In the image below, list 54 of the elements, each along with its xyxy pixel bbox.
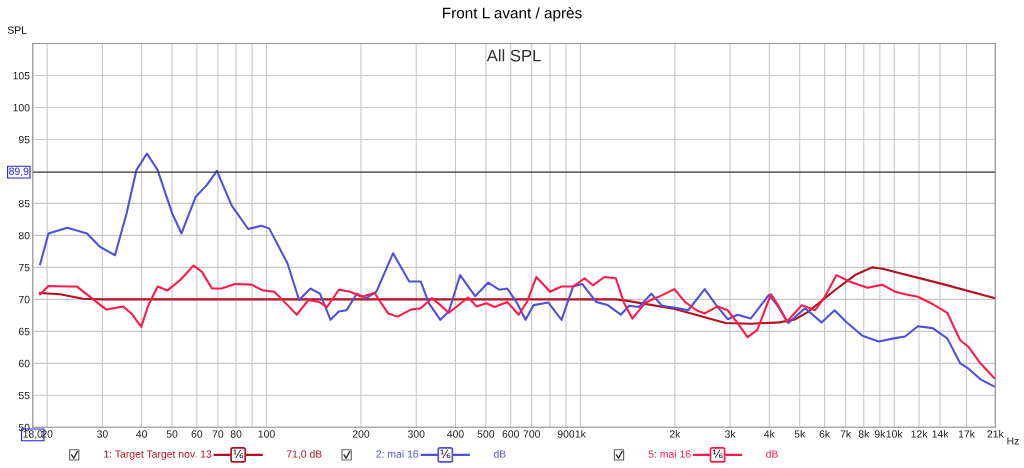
x-tick-label: 3k	[724, 430, 736, 438]
x-tick-label: 200	[352, 430, 370, 438]
x-tick-label: 100	[258, 430, 275, 438]
x-tick-label: 6k	[819, 430, 831, 438]
y-tick-label: 85	[18, 199, 30, 208]
y-tick-label: 100	[13, 103, 30, 112]
x-tick-label: 60	[191, 430, 203, 438]
x-tick-label: 30	[97, 430, 108, 438]
x-tick-label: 2k	[669, 430, 681, 438]
x-tick-label: 21k	[987, 430, 1004, 438]
x-tick-label: 70	[212, 430, 224, 438]
legend-label: 2: mai 16	[376, 450, 419, 458]
x-tick-label: 17k	[958, 430, 975, 438]
y-axis-title: SPL	[7, 26, 27, 34]
x-tick-label: 4k	[764, 430, 775, 438]
x-tick-label: 7k	[840, 430, 852, 438]
ref-line-label: 89,9	[9, 167, 29, 177]
x-tick-label: 500	[477, 430, 495, 438]
x-tick-label: 14k	[932, 430, 949, 438]
y-tick-label: 75	[18, 263, 30, 272]
x-tick-label: 900	[557, 430, 575, 438]
x-tick-label: 8k	[858, 430, 870, 438]
y-tick-label: 105	[13, 72, 30, 80]
text: dB	[766, 450, 778, 458]
x-tick-label: 18,0	[23, 430, 43, 439]
y-tick-label: 70	[18, 295, 30, 304]
x-tick-label: 40	[136, 430, 147, 438]
text: dB	[493, 450, 506, 458]
x-tick-label: 700	[523, 430, 541, 438]
y-tick-label: 50	[18, 423, 30, 432]
y-tick-label: 80	[18, 231, 30, 240]
x-tick-label: 600	[502, 430, 520, 438]
text: ⅙	[712, 449, 723, 459]
y-tick-label: 95	[18, 135, 30, 144]
text: ⅙	[440, 449, 451, 459]
x-tick-label: 12k	[911, 430, 928, 438]
x-tick-label: 300	[407, 430, 425, 438]
x-tick-label: 5k	[794, 430, 806, 438]
y-tick-label: 55	[18, 391, 30, 400]
x-axis-title: Hz	[1007, 437, 1019, 445]
x-tick-label: 9k	[874, 430, 886, 438]
legend-label: 1: Target Target nov. 13	[104, 450, 212, 460]
text: ⅙	[233, 449, 244, 459]
x-tick-label: 400	[447, 430, 464, 438]
x-tick-label: 1k	[575, 430, 586, 438]
legend-label: 5: mai 16	[648, 450, 691, 458]
x-tick-label: 50	[166, 430, 178, 438]
text: 71,0 dB	[286, 450, 322, 459]
y-tick-label: 65	[18, 327, 30, 336]
chart-title: Front L avant / après	[443, 7, 582, 22]
x-tick-label: 80	[230, 430, 242, 438]
y-tick-label: 60	[18, 359, 30, 368]
chart-subtitle: All SPL	[486, 49, 541, 62]
x-tick-label: 10k	[886, 430, 903, 438]
